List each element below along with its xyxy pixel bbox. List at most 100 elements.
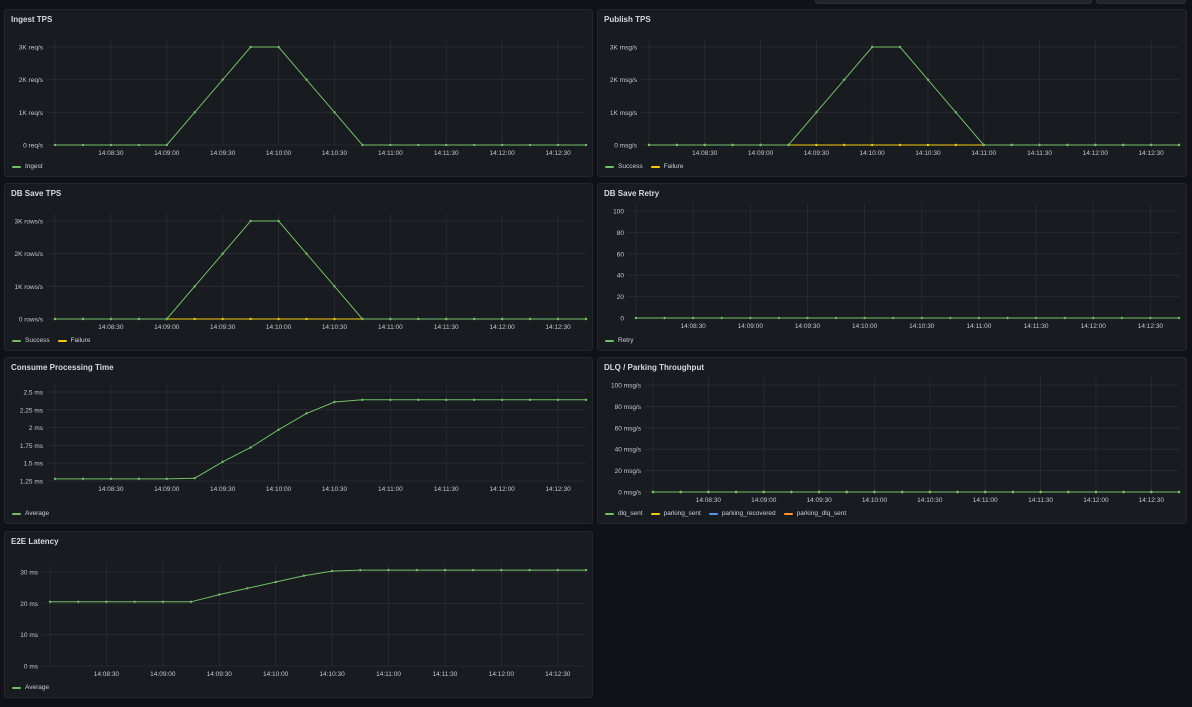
x-tick-label: 14:11:00 [378,486,403,493]
chart-publish-tps: 0 msg/s 1K msg/s 2K msg/s 3K msg/s 14:08:30 1… [610,39,1181,156]
data-point-average [81,477,85,481]
data-point-dlq-sent [1094,490,1098,494]
x-tick-label: 14:09:00 [150,671,176,677]
legend-swatch [605,165,614,168]
series-line-average [50,569,586,603]
x-tick-label: 14:12:30 [545,150,571,156]
y-tick-label: 80 msg/s [615,404,642,411]
data-point-retry [1149,316,1152,320]
x-tick-label: 14:10:30 [909,323,935,330]
legend-swatch [12,165,21,168]
x-tick-label: 14:11:00 [378,150,403,156]
data-point-average [302,574,306,577]
y-tick-label: 20 ms [20,601,38,608]
data-point-success [137,317,141,321]
x-tick-label: 14:10:30 [319,671,345,677]
legend-item-parking-recovered[interactable]: parking_recovered [708,510,776,517]
toolbar-control-stub[interactable] [1096,0,1186,4]
y-tick-label: 3K req/s [19,45,44,52]
panel-e2e-latency[interactable]: E2E Latency 0 ms 10 ms 20 ms 30 ms 14:08:30 14… [4,531,593,698]
data-point-success [675,143,679,147]
panel-title[interactable]: DB Save TPS [11,189,62,198]
data-point-dlq-sent [873,490,876,494]
x-tick-label: 14:09:00 [154,324,180,330]
panel-dlq-parking-throughput[interactable]: DLQ / Parking Throughput 0 msg/s 20 msg/s 4… [597,357,1187,524]
legend-item-success[interactable]: Success [12,337,50,344]
data-point-average [193,476,196,480]
data-point-dlq-sent [1039,490,1042,494]
x-tick-label: 14:12:00 [1083,150,1109,156]
data-point-dlq-sent [762,490,765,494]
y-tick-label: 100 msg/s [611,383,642,390]
data-point-average [473,398,476,402]
y-tick-label: 0 msg/s [614,143,638,150]
panel-title[interactable]: Ingest TPS [11,15,53,24]
data-point-success [647,143,651,147]
x-tick-label: 14:10:00 [266,324,292,330]
toolbar-control-stub[interactable] [815,0,1092,4]
x-tick-label: 14:08:30 [692,150,718,156]
panel-title[interactable]: Consume Processing Time [11,363,114,372]
legend-item-success[interactable]: Success [605,163,643,170]
panel-title[interactable]: DB Save Retry [604,189,660,198]
x-tick-label: 14:08:30 [98,486,124,493]
x-tick-label: 14:11:30 [1028,497,1053,503]
x-tick-label: 14:11:00 [971,150,996,156]
data-point-failure [277,317,280,321]
data-point-average [48,600,52,603]
panel-db-save-tps[interactable]: DB Save TPS 0 rows/s 1K rows/s 2K rows/s 3K … [4,183,593,351]
data-point-average [105,600,108,603]
data-point-ingest [500,143,504,147]
legend-item-ingest[interactable]: Ingest [12,163,43,170]
data-point-dlq-sent [817,490,821,494]
data-point-success [333,285,336,288]
legend-label: Success [618,163,643,170]
x-tick-label: 14:10:00 [852,323,878,330]
data-point-success [528,317,532,321]
panel-consume-processing-time[interactable]: Consume Processing Time 1.25 ms 1.5 ms 1.75… [4,357,593,524]
x-tick-label: 14:11:30 [433,671,458,677]
legend-item-failure[interactable]: Failure [57,337,90,344]
data-point-average [246,587,249,590]
y-tick-label: 1K msg/s [610,110,638,117]
data-point-average [500,568,503,572]
panel-db-save-retry[interactable]: DB Save Retry 0 20 40 60 80 100 14:08:30 14:09:0… [597,183,1187,351]
x-tick-label: 14:09:30 [210,150,236,156]
x-tick-label: 14:11:30 [1027,150,1052,156]
panel-publish-tps[interactable]: Publish TPS 0 msg/s 1K msg/s 2K msg/s 3K msg… [597,9,1187,177]
y-tick-label: 20 msg/s [615,468,642,475]
panel-ingest-tps[interactable]: Ingest TPS 0 req/s 1K req/s 2K req/s 3K req/… [4,9,593,177]
data-point-success [1177,143,1181,147]
y-tick-label: 40 [617,273,625,280]
legend-item-average[interactable]: Average [12,684,49,691]
data-point-ingest [221,78,224,81]
legend-item-parking-dlq-sent[interactable]: parking_dlq_sent [783,510,846,517]
legend-item-parking-sent[interactable]: parking_sent [650,510,701,517]
x-tick-label: 14:09:00 [751,497,777,503]
x-tick-label: 14:10:00 [860,150,886,156]
y-tick-label: 1.75 ms [20,443,44,450]
data-point-success [898,45,902,49]
data-point-dlq-sent [900,490,904,494]
panel-title[interactable]: E2E Latency [11,537,59,546]
panel-title[interactable]: Publish TPS [604,15,651,24]
data-point-average [387,568,390,572]
x-tick-label: 14:12:00 [490,150,516,156]
legend-item-average[interactable]: Average [12,510,49,517]
data-point-success [109,317,113,321]
legend-item-retry[interactable]: Retry [605,337,634,344]
data-point-ingest [333,111,336,114]
y-tick-label: 0 req/s [23,143,44,150]
legend-label: Ingest [25,163,43,170]
data-point-success [982,143,985,147]
chart-e2e-latency: 0 ms 10 ms 20 ms 30 ms 14:08:30 14:09:00 14:09… [20,564,588,677]
legend-item-failure[interactable]: Failure [650,163,683,170]
legend-item-dlq-sent[interactable]: dlq_sent [605,510,643,517]
data-point-dlq-sent [734,490,738,494]
panel-title[interactable]: DLQ / Parking Throughput [604,363,704,372]
x-tick-label: 14:08:30 [681,323,707,330]
data-point-average [189,600,193,603]
x-tick-label: 14:10:30 [915,150,941,156]
x-tick-label: 14:10:00 [266,150,292,156]
data-point-average [556,568,559,572]
